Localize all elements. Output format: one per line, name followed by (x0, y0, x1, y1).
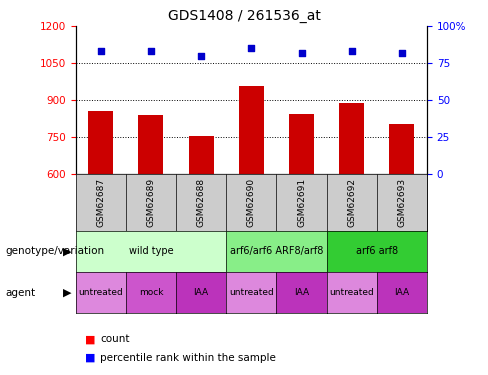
Point (147, 48, 155, 54)
Text: count: count (100, 334, 129, 344)
Text: agent: agent (5, 288, 35, 297)
Text: GDS1408 / 261536_at: GDS1408 / 261536_at (167, 9, 321, 23)
Point (197, 53, 205, 59)
Text: GSM62687: GSM62687 (96, 178, 105, 227)
Text: untreated: untreated (229, 288, 274, 297)
Text: GSM62688: GSM62688 (197, 202, 205, 203)
Text: GSM62689: GSM62689 (147, 202, 155, 203)
Point (398, 50, 406, 56)
Text: GSM62691: GSM62691 (298, 202, 305, 203)
Bar (339, 103, 364, 174)
Text: GSM62692: GSM62692 (347, 178, 356, 227)
Text: mock: mock (139, 288, 163, 297)
Bar (239, 86, 264, 174)
Point (97, 48, 104, 54)
Text: IAA: IAA (394, 288, 409, 297)
Text: ■: ■ (85, 334, 96, 344)
Point (247, 45, 255, 51)
Bar (139, 115, 163, 174)
Text: percentile rank within the sample: percentile rank within the sample (100, 353, 276, 363)
Bar (88, 111, 113, 174)
Text: IAA: IAA (194, 288, 209, 297)
Text: GSM62693: GSM62693 (397, 178, 407, 227)
Text: GSM62689: GSM62689 (146, 178, 156, 227)
Text: ■: ■ (85, 353, 96, 363)
Text: arf6/arf6 ARF8/arf8: arf6/arf6 ARF8/arf8 (230, 246, 323, 256)
Text: GSM62691: GSM62691 (297, 178, 306, 227)
Text: untreated: untreated (329, 288, 374, 297)
Text: genotype/variation: genotype/variation (5, 246, 104, 256)
Text: IAA: IAA (294, 288, 309, 297)
Point (298, 50, 305, 56)
Text: GSM62690: GSM62690 (247, 178, 256, 227)
Text: GSM62692: GSM62692 (348, 202, 355, 203)
Point (348, 48, 356, 54)
Text: GSM62690: GSM62690 (247, 202, 255, 203)
Bar (188, 136, 214, 174)
Text: GSM62693: GSM62693 (398, 202, 406, 203)
Text: wild type: wild type (129, 246, 173, 256)
Text: ▶: ▶ (63, 246, 72, 256)
Text: ▶: ▶ (63, 288, 72, 297)
Text: GSM62688: GSM62688 (197, 178, 205, 227)
Bar (289, 114, 314, 174)
Bar (389, 124, 414, 174)
Text: arf6 arf8: arf6 arf8 (356, 246, 398, 256)
Text: untreated: untreated (79, 288, 123, 297)
Text: GSM62687: GSM62687 (97, 202, 104, 203)
